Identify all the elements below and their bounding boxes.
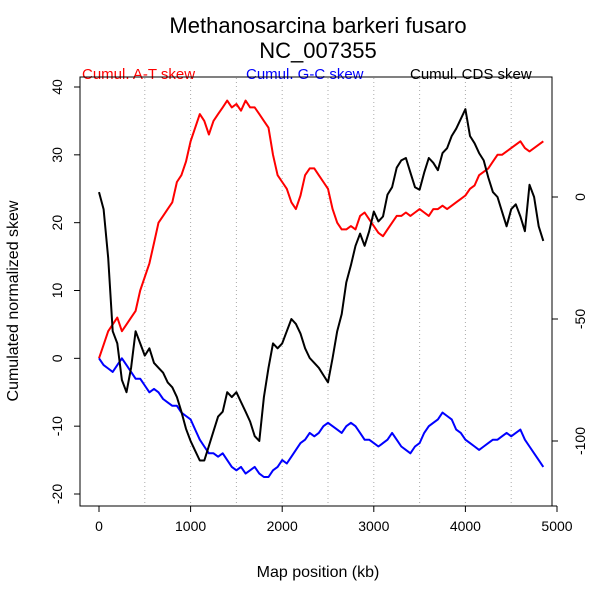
plot-frame <box>79 76 553 507</box>
y2-tick-label: -100 <box>572 427 588 455</box>
y2-tick-label: -50 <box>572 309 588 329</box>
chart-subtitle: NC_007355 <box>259 38 376 63</box>
y-tick-label: 10 <box>49 283 65 299</box>
y-tick-label: 30 <box>49 147 65 163</box>
legend-at-skew: Cumul. A-T skew <box>82 66 195 83</box>
x-tick-label: 0 <box>95 518 103 534</box>
x-tick-label: 4000 <box>450 518 481 534</box>
x-tick-label: 5000 <box>541 518 572 534</box>
series-gc-skew-line <box>98 357 545 478</box>
x-tick-label: 1000 <box>175 518 206 534</box>
legend-cds-skew: Cumul. CDS skew <box>410 66 532 83</box>
y-tick-label: 20 <box>49 215 65 231</box>
chart-title: Methanosarcina barkeri fusaro <box>169 13 466 38</box>
y-tick-label: 40 <box>49 79 65 95</box>
y-tick-label: 0 <box>49 354 65 362</box>
x-axis-label: Map position (kb) <box>257 564 380 581</box>
x-tick-label: 2000 <box>267 518 298 534</box>
axes-layer: 0 1000 2000 3000 4000 5000-20-10010203040-100… <box>49 79 588 534</box>
legend-gc-skew: Cumul. G-C skew <box>246 66 364 83</box>
y-axis-label: Cumulated normalized skew <box>5 200 22 401</box>
series-at-skew-line <box>98 99 544 359</box>
series-layer <box>98 99 545 478</box>
y2-tick-label: 0 <box>572 193 588 201</box>
x-tick-label: 3000 <box>358 518 389 534</box>
y-tick-label: -10 <box>49 416 65 436</box>
series-cds-skew-line <box>98 108 545 462</box>
y-tick-label: -20 <box>49 484 65 504</box>
